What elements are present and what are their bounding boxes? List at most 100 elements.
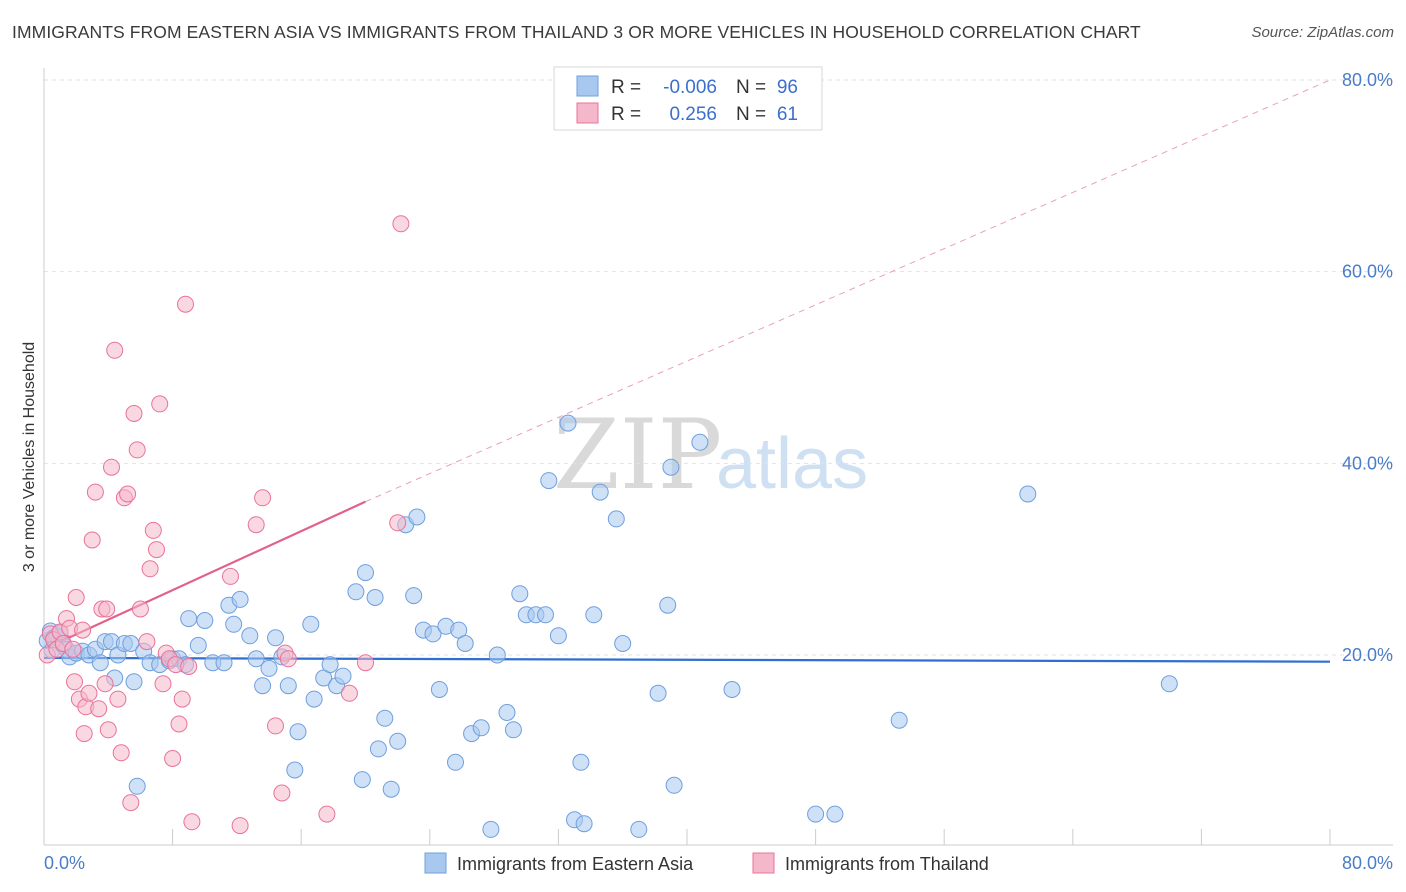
y-tick-label: 80.0% [1342, 70, 1393, 90]
point-thailand [119, 485, 137, 503]
point-thailand [183, 813, 201, 831]
point-eastern-asia [456, 635, 474, 652]
legend-swatch-thailand [576, 102, 599, 124]
point-eastern-asia [305, 690, 323, 708]
point-thailand [74, 621, 92, 639]
point-eastern-asia [572, 753, 590, 771]
data-points [38, 215, 1178, 838]
point-eastern-asia [607, 510, 625, 528]
bottom-legend-label-eastern-asia: Immigrants from Eastern Asia [457, 854, 694, 874]
point-eastern-asia [357, 564, 374, 582]
y-tick-labels: 20.0% 40.0% 60.0% 80.0% [1342, 70, 1393, 665]
point-thailand [180, 658, 198, 675]
y-tick-label: 60.0% [1342, 262, 1393, 282]
point-eastern-asia [585, 606, 603, 624]
point-thailand [86, 483, 104, 501]
series-thailand-points [38, 215, 410, 835]
point-eastern-asia [1019, 485, 1037, 503]
point-eastern-asia [723, 681, 741, 698]
point-eastern-asia [1160, 675, 1178, 693]
point-eastern-asia [408, 508, 426, 526]
point-eastern-asia [267, 629, 284, 647]
legend-r-label: R = [611, 104, 641, 125]
point-eastern-asia [353, 771, 371, 789]
point-thailand [112, 744, 130, 762]
point-thailand [67, 589, 85, 606]
point-thailand [267, 717, 284, 735]
bottom-legend-swatch-thailand [752, 852, 775, 874]
point-thailand [109, 690, 127, 708]
x-tick-min: 0.0% [44, 853, 85, 873]
legend-r-value-thailand: 0.256 [669, 104, 717, 125]
point-thailand [254, 489, 272, 507]
point-eastern-asia [504, 721, 522, 739]
bottom-legend-label-thailand: Immigrants from Thailand [785, 854, 989, 874]
point-eastern-asia [128, 777, 146, 795]
point-eastern-asia [540, 472, 558, 490]
point-eastern-asia [125, 673, 143, 691]
chart-title: IMMIGRANTS FROM EASTERN ASIA VS IMMIGRAN… [12, 22, 1141, 42]
point-thailand [98, 600, 116, 618]
point-thailand [138, 633, 156, 651]
point-thailand [128, 441, 146, 459]
point-eastern-asia [649, 684, 667, 702]
point-thailand [141, 560, 159, 578]
point-eastern-asia [241, 627, 259, 645]
point-thailand [164, 750, 182, 767]
correlation-legend: R = -0.006 N = 96 R = 0.256 N = 61 [553, 66, 823, 131]
point-eastern-asia [511, 585, 529, 603]
point-eastern-asia [376, 709, 394, 727]
point-eastern-asia [447, 753, 464, 771]
trend-line-thailand [51, 500, 366, 647]
point-eastern-asia [382, 780, 400, 798]
point-eastern-asia [366, 589, 384, 606]
point-thailand [357, 654, 374, 672]
point-thailand [170, 715, 188, 733]
point-eastern-asia [405, 587, 423, 605]
chart-source: Source: ZipAtlas.com [1251, 24, 1394, 41]
y-tick-label: 40.0% [1342, 453, 1393, 473]
point-eastern-asia [302, 615, 320, 633]
point-thailand [392, 215, 410, 233]
point-thailand [177, 295, 194, 313]
trend-line-eastern-asia [43, 656, 1331, 663]
point-eastern-asia [196, 612, 214, 629]
point-eastern-asia [430, 681, 448, 698]
point-thailand [75, 725, 93, 743]
point-eastern-asia [225, 615, 243, 633]
point-eastern-asia [488, 646, 506, 664]
point-eastern-asia [559, 414, 577, 432]
point-eastern-asia [691, 433, 709, 451]
point-eastern-asia [247, 650, 265, 668]
point-thailand [80, 684, 98, 702]
y-axis-label: 3 or more Vehicles in Household [21, 342, 38, 572]
point-eastern-asia [260, 659, 278, 677]
series-eastern-asia-points [38, 414, 1178, 838]
point-eastern-asia [424, 625, 442, 643]
point-eastern-asia [630, 820, 648, 838]
point-eastern-asia [289, 723, 307, 741]
point-eastern-asia [189, 636, 207, 654]
point-eastern-asia [537, 606, 554, 624]
point-thailand [106, 341, 124, 359]
x-tick-max: 80.0% [1342, 853, 1393, 873]
bottom-legend-swatch-eastern-asia [424, 852, 447, 874]
point-eastern-asia [91, 654, 109, 672]
point-thailand [103, 458, 120, 476]
axes [43, 68, 1393, 846]
point-thailand [318, 805, 336, 823]
legend-n-label: N = [736, 104, 766, 125]
point-thailand [148, 541, 165, 559]
point-thailand [64, 640, 82, 658]
point-eastern-asia [662, 458, 680, 476]
watermark-atlas: atlas [716, 424, 868, 504]
legend-n-value-eastern-asia: 96 [777, 77, 798, 98]
legend-r-value-eastern-asia: -0.006 [663, 77, 717, 98]
point-eastern-asia [665, 776, 683, 794]
point-eastern-asia [279, 677, 297, 695]
point-thailand [131, 600, 149, 618]
point-eastern-asia [334, 667, 352, 685]
point-thailand [340, 684, 358, 702]
point-eastern-asia [321, 656, 339, 674]
